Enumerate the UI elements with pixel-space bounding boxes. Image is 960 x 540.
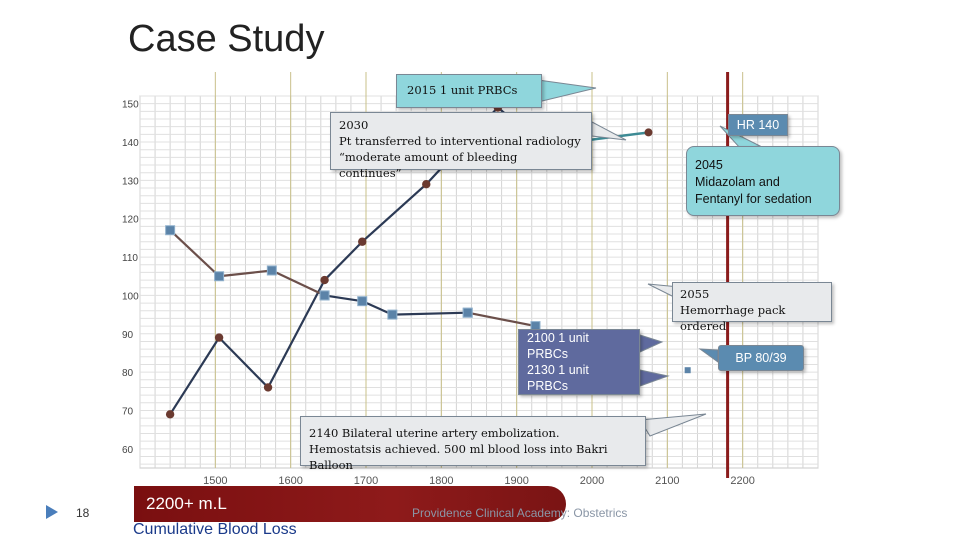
y-tick-label: 100 — [122, 291, 139, 302]
data-point-circle — [422, 180, 431, 189]
series-line — [169, 229, 326, 297]
callout-2130-tail — [639, 369, 670, 387]
callout-2055-hemorrhage: 2055 Hemorrhage pack ordered — [672, 282, 832, 333]
x-tick-label: 1500 — [203, 475, 227, 487]
data-point-square — [214, 271, 225, 282]
callout-2140-embolization: 2140 Bilateral uterine artery embolizati… — [300, 416, 646, 472]
y-tick-label: 120 — [122, 215, 139, 226]
bp-marker — [684, 367, 691, 374]
chart-axes: 150 140 130 120 110 100 90 80 70 60 1500 1600 1700 18… — [122, 72, 755, 487]
x-tick-label: 2000 — [580, 475, 604, 487]
callout-bp-text: BP 80/39 — [735, 351, 787, 365]
x-tick-label: 1800 — [429, 475, 453, 487]
data-point-square — [357, 296, 368, 307]
x-tick-label: 2200 — [730, 475, 754, 487]
callout-2140-text: 2140 Bilateral uterine artery embolizati… — [309, 426, 608, 472]
callout-2100-prbcs: 2100 1 unit PRBCs 2130 1 unit PRBCs — [518, 329, 640, 395]
data-point-circle — [165, 410, 175, 419]
y-tick-label: 80 — [122, 368, 134, 379]
y-tick-label: 70 — [122, 406, 134, 417]
callout-bp: BP 80/39 — [718, 345, 804, 371]
callout-pointers — [537, 79, 762, 437]
y-tick-label: 140 — [122, 138, 139, 149]
callout-2055-text: 2055 Hemorrhage pack ordered — [680, 287, 786, 333]
callout-2015-prbcs: 2015 1 unit PRBCs — [396, 74, 542, 108]
x-tick-label: 1700 — [354, 475, 378, 487]
callout-2030-tail — [591, 121, 627, 141]
blood-loss-bar — [134, 486, 566, 522]
y-tick-label: 110 — [122, 253, 138, 264]
footer-text: Providence Clinical Academy: Obstetrics — [412, 506, 628, 520]
data-point-square — [319, 290, 330, 301]
callout-2015-text: 2015 1 unit PRBCs — [407, 83, 518, 97]
callout-2100-tail — [639, 334, 664, 353]
data-point-circle — [263, 383, 273, 392]
data-point-circle — [358, 237, 367, 246]
bullet-triangle-icon — [46, 505, 58, 519]
y-tick-label: 130 — [122, 176, 139, 187]
y-tick-label: 90 — [122, 330, 134, 341]
x-tick-label: 1900 — [504, 475, 528, 487]
blood-loss-value: 2200+ m.L — [146, 494, 227, 513]
callout-2100-text: 2100 1 unit PRBCs 2130 1 unit PRBCs — [527, 331, 589, 393]
series-line — [467, 311, 536, 328]
callout-2045-text: 2045 Midazolam and Fentanyl for sedation — [695, 158, 812, 206]
data-point-square — [462, 307, 473, 318]
hr-point-marker — [644, 128, 653, 137]
callout-2045-sedation: 2045 Midazolam and Fentanyl for sedation — [686, 146, 840, 216]
data-point-circle — [214, 333, 224, 342]
page-number: 18 — [76, 506, 90, 520]
series-line — [324, 294, 468, 316]
data-point-square — [266, 265, 277, 276]
x-tick-label: 2100 — [655, 475, 679, 487]
callout-2030-transfer: 2030 Pt transferred to interventional ra… — [330, 112, 592, 180]
x-tick-label: 1600 — [278, 475, 302, 487]
callout-hr-text: HR 140 — [736, 118, 780, 132]
slide-title: Case Study — [128, 18, 325, 60]
data-point-square — [165, 225, 176, 236]
callout-hr-140: HR 140 — [728, 114, 788, 136]
blood-loss-label: Cumulative Blood Loss — [133, 521, 297, 538]
y-tick-label: 60 — [122, 445, 134, 456]
y-tick-label: 150 — [122, 100, 139, 111]
data-point-square — [387, 309, 398, 320]
callout-2030-text: 2030 Pt transferred to interventional ra… — [339, 118, 581, 180]
data-point-circle — [320, 275, 329, 285]
